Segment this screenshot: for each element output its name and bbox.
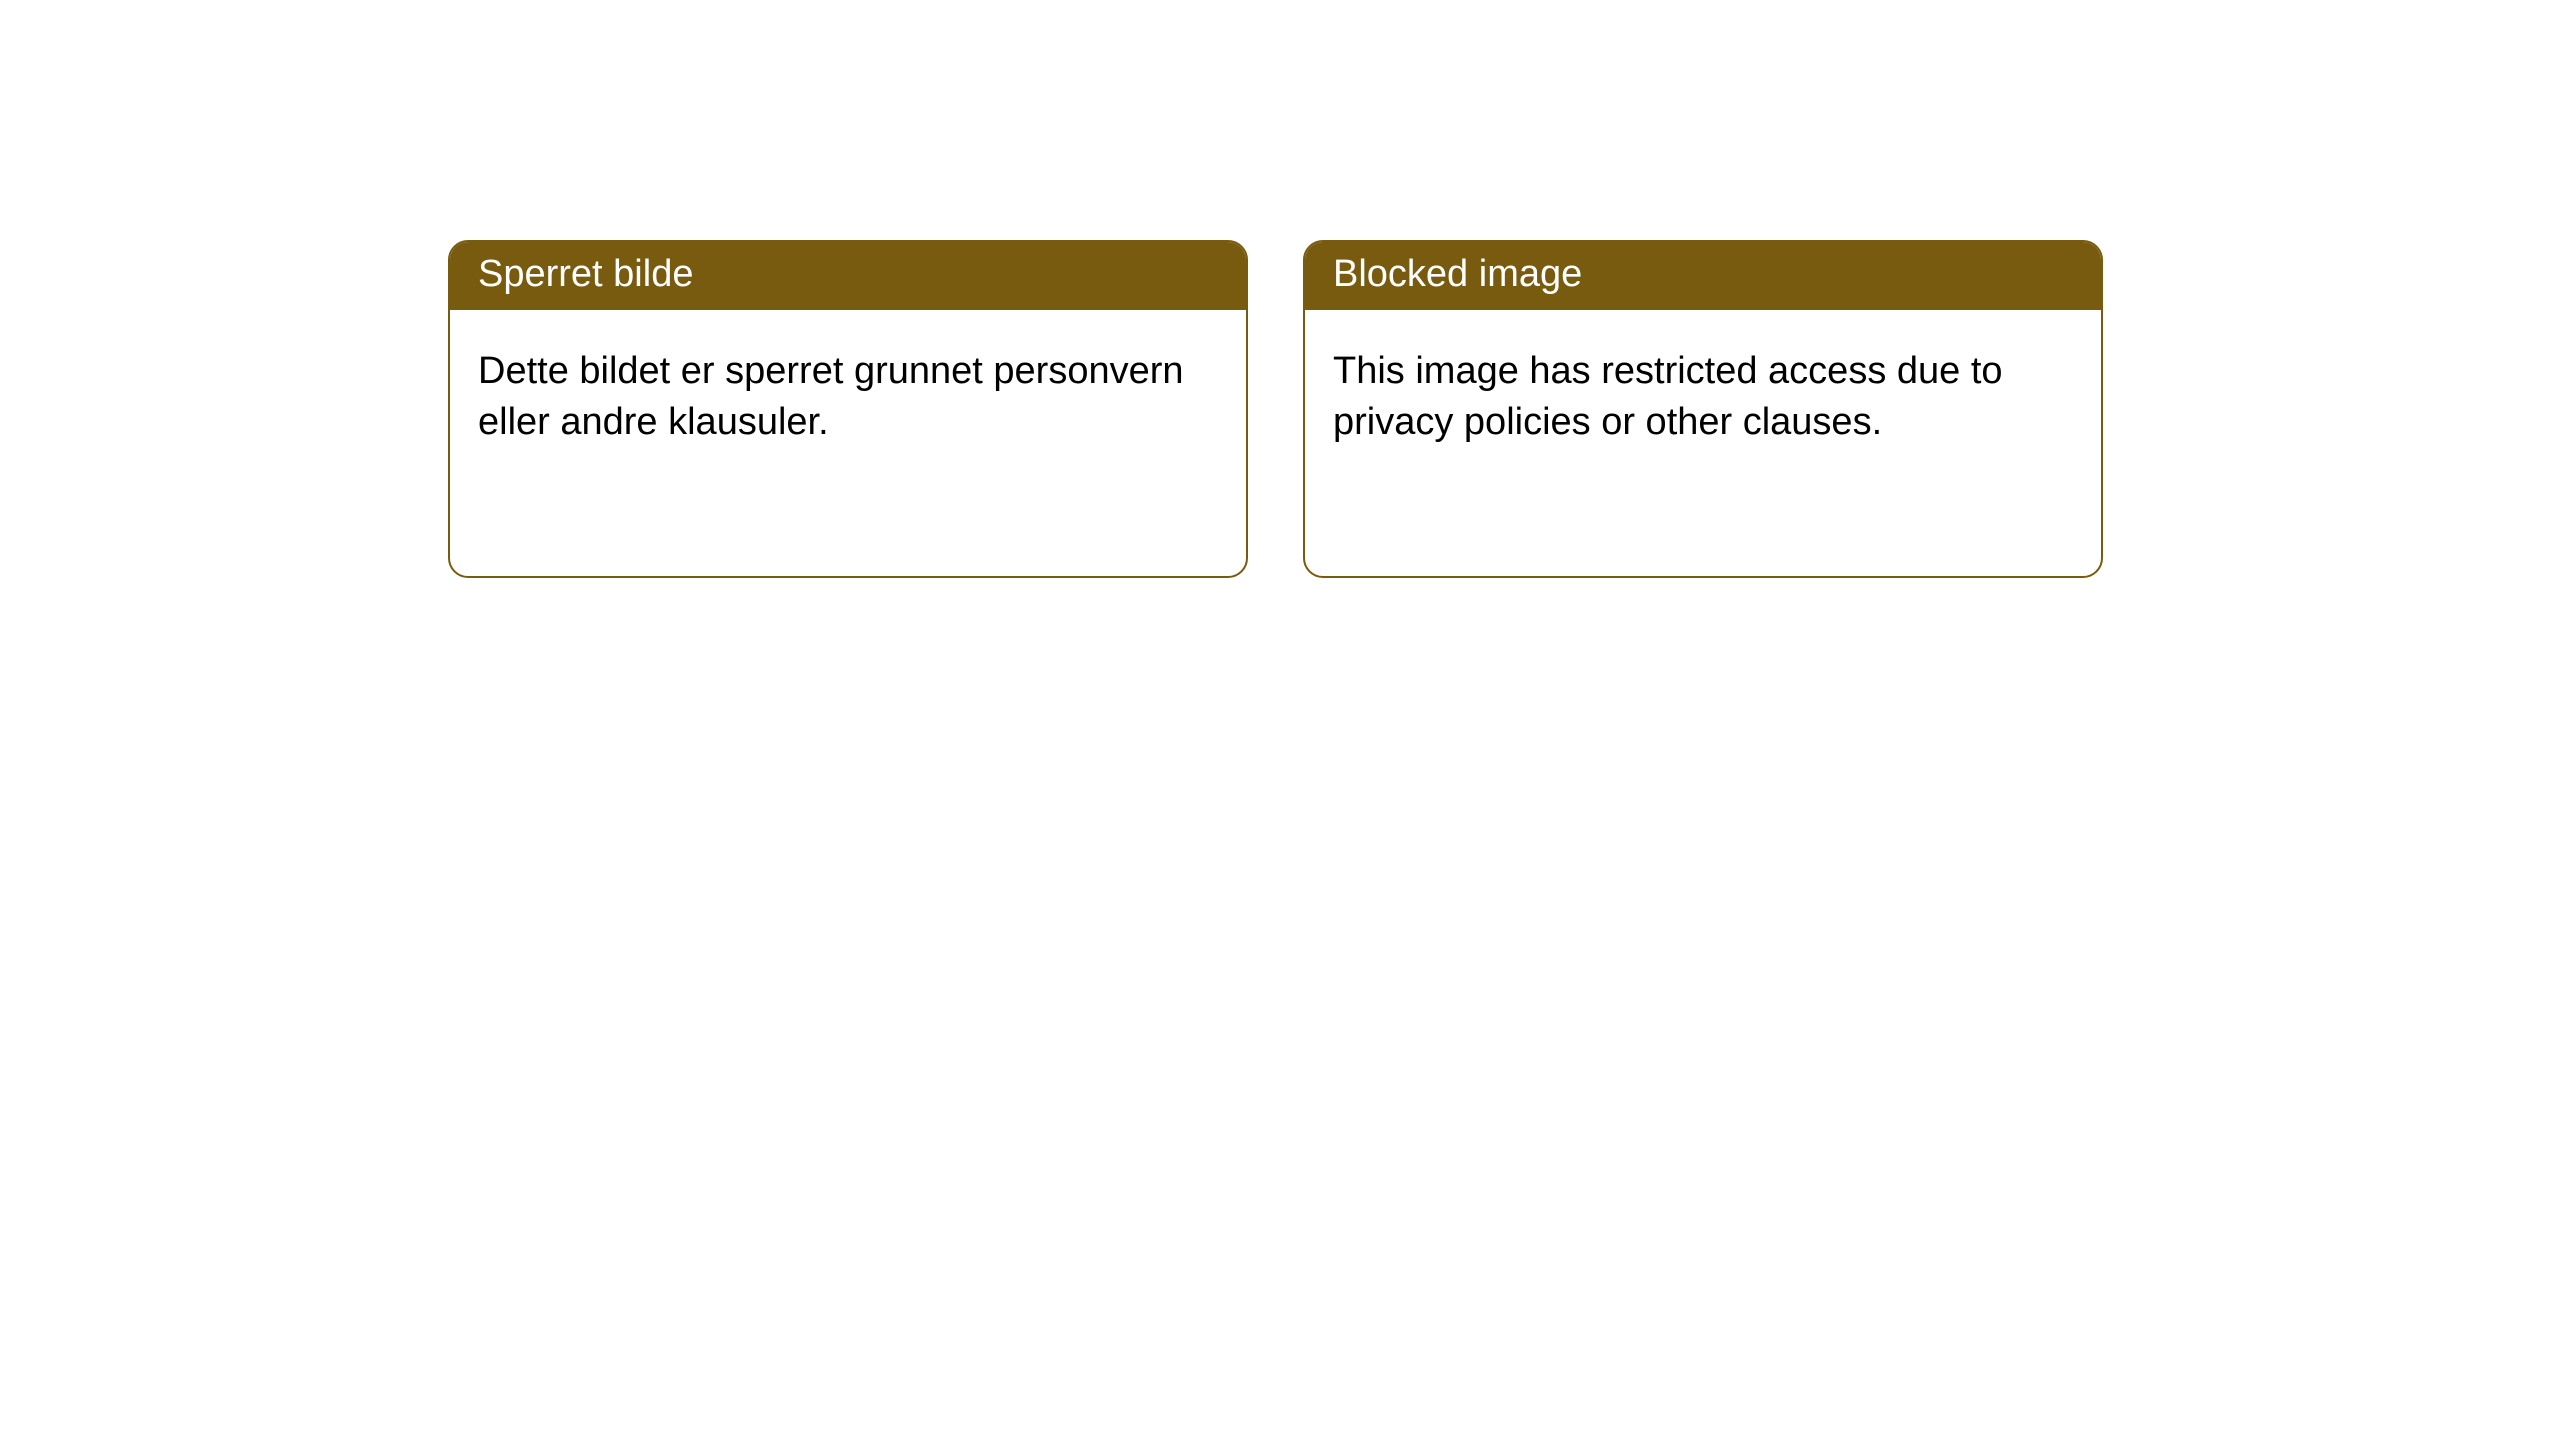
notice-body-norwegian: Dette bildet er sperret grunnet personve… [450,310,1246,477]
notice-header-norwegian: Sperret bilde [450,242,1246,310]
notice-header-english: Blocked image [1305,242,2101,310]
notice-card-english: Blocked image This image has restricted … [1303,240,2103,578]
notice-body-english: This image has restricted access due to … [1305,310,2101,477]
notice-card-norwegian: Sperret bilde Dette bildet er sperret gr… [448,240,1248,578]
notice-container: Sperret bilde Dette bildet er sperret gr… [0,0,2560,578]
